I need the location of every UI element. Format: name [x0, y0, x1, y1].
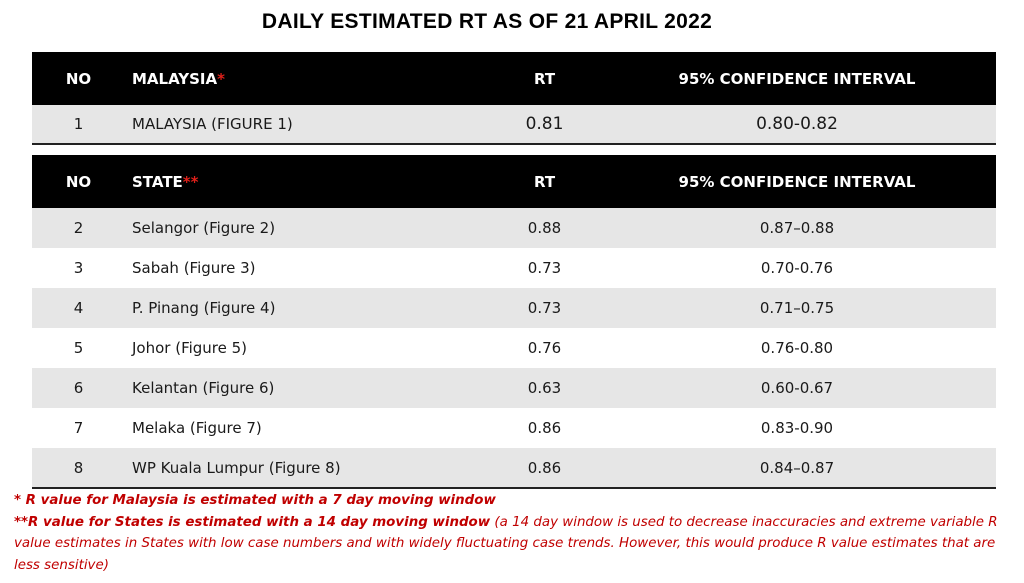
- table-row: 8 WP Kuala Lumpur (Figure 8) 0.86 0.84–0…: [32, 448, 996, 489]
- footnote-malaysia: * R value for Malaysia is estimated with…: [14, 490, 1014, 512]
- row-ci: 0.60-0.67: [598, 368, 996, 408]
- row-name: Sabah (Figure 3): [125, 248, 491, 288]
- row-name: WP Kuala Lumpur (Figure 8): [125, 448, 491, 489]
- footnote-malaysia-text: * R value for Malaysia is estimated with…: [14, 493, 496, 508]
- footnote-states-bold: **R value for States is estimated with a…: [14, 514, 491, 530]
- row-rt: 0.86: [491, 448, 598, 489]
- row-ci: 0.80-0.82: [598, 105, 996, 145]
- row-ci: 0.76-0.80: [598, 328, 996, 368]
- row-no: 7: [32, 408, 125, 448]
- row-rt: 0.81: [491, 105, 598, 145]
- header-malaysia-label: MALAYSIA: [132, 69, 218, 88]
- footnote-marker: **: [182, 172, 199, 191]
- row-name: P. Pinang (Figure 4): [125, 288, 491, 328]
- header-rt: RT: [533, 69, 556, 88]
- row-no: 2: [32, 208, 125, 248]
- table-row: 5 Johor (Figure 5) 0.76 0.76-0.80: [32, 328, 996, 368]
- row-no: 4: [32, 288, 125, 328]
- row-name: Melaka (Figure 7): [125, 408, 491, 448]
- row-name: Kelantan (Figure 6): [125, 368, 491, 408]
- row-ci: 0.83-0.90: [598, 408, 996, 448]
- table-header-row: NO STATE** RT 95% CONFIDENCE INTERVAL: [32, 155, 996, 208]
- table-row: 3 Sabah (Figure 3) 0.73 0.70-0.76: [32, 248, 996, 288]
- row-no: 5: [32, 328, 125, 368]
- page-title: DAILY ESTIMATED RT AS OF 21 APRIL 2022: [261, 10, 713, 33]
- footnote-marker: *: [217, 69, 225, 88]
- row-rt: 0.88: [491, 208, 598, 248]
- table-row: 6 Kelantan (Figure 6) 0.63 0.60-0.67: [32, 368, 996, 408]
- header-rt: RT: [533, 172, 556, 191]
- table-header-row: NO MALAYSIA* RT 95% CONFIDENCE INTERVAL: [32, 52, 996, 105]
- row-ci: 0.87–0.88: [598, 208, 996, 248]
- malaysia-rt-table: NO MALAYSIA* RT 95% CONFIDENCE INTERVAL …: [32, 52, 996, 145]
- header-state: STATE**: [125, 155, 491, 208]
- footnote-states-detail: (a 14 day window is used to decrease ina…: [14, 514, 998, 573]
- row-name: MALAYSIA (FIGURE 1): [125, 105, 491, 145]
- table-row: 4 P. Pinang (Figure 4) 0.73 0.71–0.75: [32, 288, 996, 328]
- table-row: 2 Selangor (Figure 2) 0.88 0.87–0.88: [32, 208, 996, 248]
- row-rt: 0.86: [491, 408, 598, 448]
- row-rt: 0.73: [491, 248, 598, 288]
- header-no: NO: [65, 172, 92, 191]
- state-rt-table: NO STATE** RT 95% CONFIDENCE INTERVAL 2 …: [32, 155, 996, 489]
- row-name: Johor (Figure 5): [125, 328, 491, 368]
- row-ci: 0.70-0.76: [598, 248, 996, 288]
- table-row: 1 MALAYSIA (FIGURE 1) 0.81 0.80-0.82: [32, 105, 996, 145]
- row-no: 8: [32, 448, 125, 489]
- row-rt: 0.76: [491, 328, 598, 368]
- header-ci: 95% CONFIDENCE INTERVAL: [678, 69, 916, 88]
- table-row: 7 Melaka (Figure 7) 0.86 0.83-0.90: [32, 408, 996, 448]
- row-name: Selangor (Figure 2): [125, 208, 491, 248]
- header-state-label: STATE: [132, 172, 183, 191]
- header-no: NO: [65, 69, 92, 88]
- row-ci: 0.71–0.75: [598, 288, 996, 328]
- row-ci: 0.84–0.87: [598, 448, 996, 489]
- footnote-states: **R value for States is estimated with a…: [14, 512, 1014, 577]
- row-rt: 0.63: [491, 368, 598, 408]
- row-no: 1: [32, 105, 125, 145]
- row-rt: 0.73: [491, 288, 598, 328]
- header-ci: 95% CONFIDENCE INTERVAL: [678, 172, 916, 191]
- header-malaysia: MALAYSIA*: [125, 52, 491, 105]
- row-no: 3: [32, 248, 125, 288]
- footnotes: * R value for Malaysia is estimated with…: [14, 490, 1014, 576]
- row-no: 6: [32, 368, 125, 408]
